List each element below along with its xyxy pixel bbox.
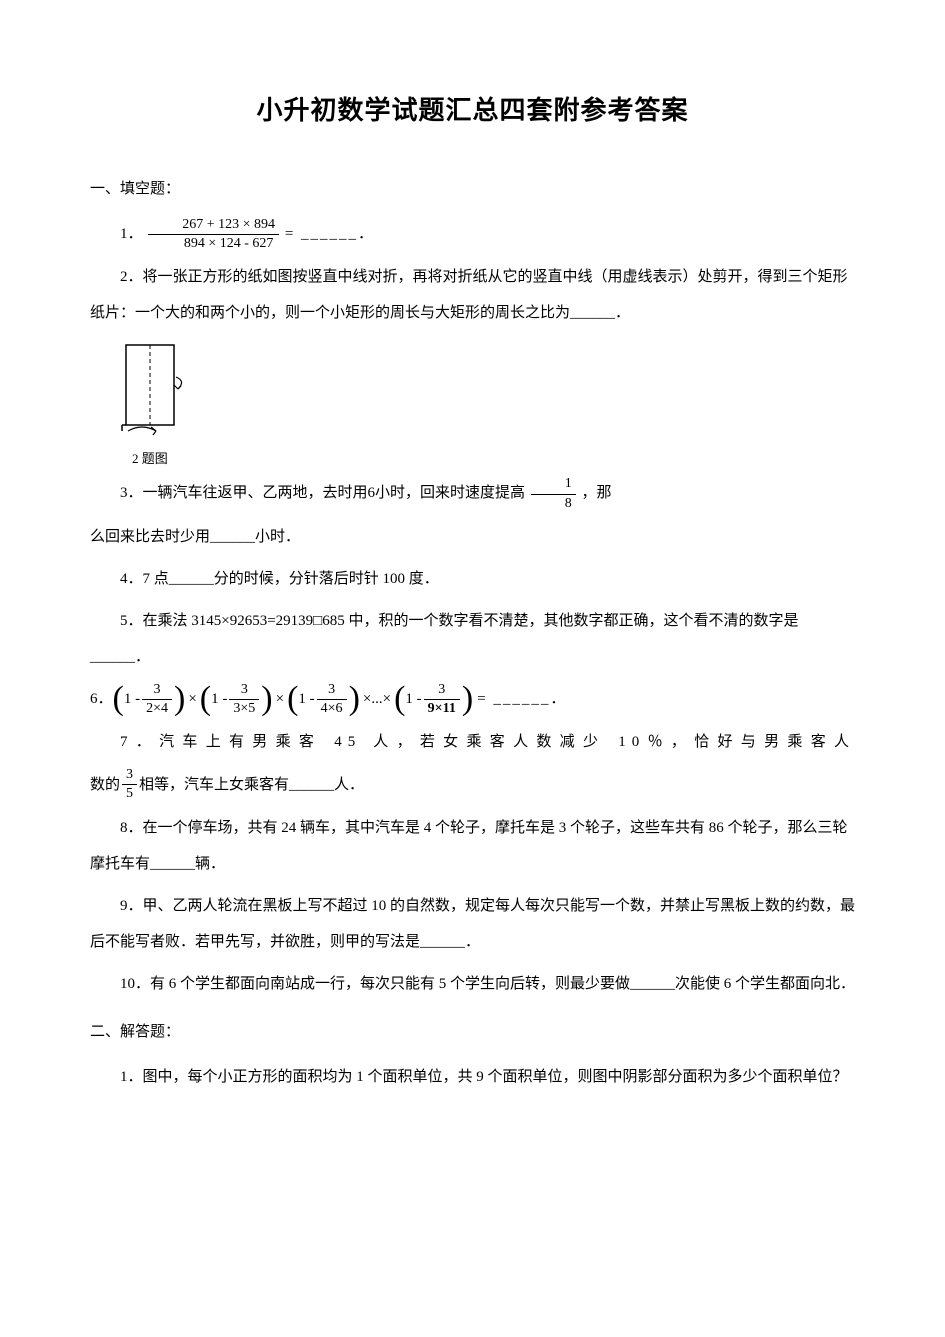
- q6-label: 6．: [90, 681, 113, 717]
- q6-t2-num: 3: [229, 681, 259, 700]
- q6-t1-den: 2×4: [142, 700, 172, 718]
- figure-2: 2 题图: [118, 341, 855, 467]
- question-7-line1: 7．汽车上有男乘客 45 人，若女乘客人数减少 10％，恰好与男乘客人: [90, 724, 855, 760]
- question-10: 10．有 6 个学生都面向南站成一行，每次只能有 5 个学生向后转，则最少要做_…: [90, 966, 855, 1002]
- q6-t3-num: 3: [317, 681, 347, 700]
- q1-fraction: 267 + 123 × 894 894 × 124 - 627: [148, 216, 279, 253]
- q6-t3-den: 4×6: [317, 700, 347, 718]
- q6-term3: ( 1 - 3 4×6 ): [287, 681, 360, 718]
- q6-term4: ( 1 - 3 9×11 ): [394, 681, 473, 718]
- q7-den: 5: [122, 785, 137, 803]
- q7-num: 3: [122, 766, 137, 785]
- q6-term1: ( 1 - 3 2×4 ): [113, 681, 186, 718]
- page-title: 小升初数学试题汇总四套附参考答案: [90, 90, 855, 127]
- question-3-line2: 么回来比去时少用______小时．: [90, 519, 855, 555]
- q6-t4-num: 3: [424, 681, 460, 700]
- q7-text-c: 相等，汽车上女乘客有______人．: [139, 767, 364, 803]
- q6-tail: = ______．: [477, 681, 567, 717]
- figure-2-caption: 2 题图: [132, 448, 855, 467]
- q3-den: 8: [531, 495, 576, 513]
- fold-diagram-icon: [118, 341, 208, 441]
- section2-question-1: 1．图中，每个小正方形的面积均为 1 个面积单位，共 9 个面积单位，则图中阴影…: [90, 1059, 855, 1095]
- q1-tail: = ______．: [285, 226, 375, 242]
- question-5: 5．在乘法 3145×92653=29139□685 中，积的一个数字看不清楚，…: [90, 603, 855, 675]
- q3-fraction: 1 8: [531, 475, 576, 512]
- question-7-line2: 数的 3 5 相等，汽车上女乘客有______人．: [90, 766, 364, 803]
- q6-t2-den: 3×5: [229, 700, 259, 718]
- question-1: 1． 267 + 123 × 894 894 × 124 - 627 = ___…: [90, 216, 855, 253]
- question-4: 4．7 点______分的时候，分针落后时针 100 度．: [90, 561, 855, 597]
- q1-label: 1．: [120, 226, 143, 242]
- section-2-header: 二、解答题：: [90, 1020, 855, 1041]
- q7-text-b: 数的: [90, 767, 120, 803]
- q3-text-a: 3．一辆汽车往返甲、乙两地，去时用6小时，回来时速度提高: [120, 486, 525, 502]
- question-2: 2．将一张正方形的纸如图按竖直中线对折，再将对折纸从它的竖直中线（用虚线表示）处…: [90, 259, 855, 331]
- q6-t4-den: 9×11: [424, 700, 460, 718]
- q3-num: 1: [531, 475, 576, 494]
- question-9: 9．甲、乙两人轮流在黑板上写不超过 10 的自然数，规定每人每次只能写一个数，并…: [90, 888, 855, 960]
- question-8: 8．在一个停车场，共有 24 辆车，其中汽车是 4 个轮子，摩托车是 3 个轮子…: [90, 810, 855, 882]
- question-6: 6． ( 1 - 3 2×4 ) × ( 1 - 3 3×5 ) × ( 1 -…: [90, 681, 855, 718]
- q6-term2: ( 1 - 3 3×5 ): [200, 681, 273, 718]
- question-3-line1: 3．一辆汽车往返甲、乙两地，去时用6小时，回来时速度提高 1 8 ，那: [90, 475, 855, 512]
- section-1-header: 一、填空题：: [90, 177, 855, 198]
- q1-numerator: 267 + 123 × 894: [148, 216, 279, 235]
- q3-text-b: ，那: [582, 486, 612, 502]
- q6-t1-num: 3: [142, 681, 172, 700]
- q1-denominator: 894 × 124 - 627: [148, 235, 279, 253]
- q7-fraction: 3 5: [122, 766, 137, 803]
